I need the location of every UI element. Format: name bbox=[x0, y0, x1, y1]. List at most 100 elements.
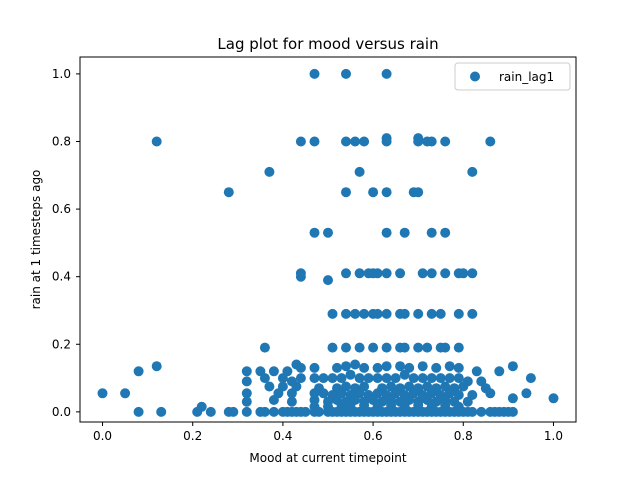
data-point bbox=[476, 406, 487, 417]
data-point bbox=[295, 373, 306, 384]
data-point bbox=[408, 373, 419, 384]
data-point bbox=[286, 388, 297, 399]
data-point bbox=[440, 136, 451, 147]
data-point bbox=[507, 361, 518, 372]
data-point bbox=[341, 68, 351, 79]
data-point bbox=[458, 268, 469, 279]
data-point bbox=[444, 361, 455, 372]
data-point bbox=[327, 308, 338, 319]
data-point bbox=[341, 136, 351, 147]
data-point bbox=[381, 268, 392, 279]
data-point bbox=[359, 308, 370, 319]
data-point bbox=[494, 366, 505, 377]
data-point bbox=[341, 187, 351, 198]
data-point bbox=[399, 342, 410, 353]
data-point bbox=[151, 136, 162, 147]
x-tick-label: 0.0 bbox=[93, 429, 112, 443]
data-point bbox=[354, 373, 365, 384]
legend-marker bbox=[470, 71, 480, 82]
x-tick-label: 0.4 bbox=[273, 429, 292, 443]
x-tick-label: 0.6 bbox=[364, 429, 383, 443]
data-point bbox=[323, 227, 333, 238]
data-point bbox=[350, 136, 361, 147]
data-point bbox=[453, 362, 464, 373]
data-point bbox=[417, 361, 428, 372]
data-point bbox=[381, 136, 392, 147]
data-point bbox=[259, 342, 270, 353]
data-point bbox=[318, 388, 329, 399]
data-point bbox=[359, 362, 370, 373]
data-point bbox=[440, 342, 451, 353]
data-point bbox=[314, 406, 324, 417]
data-point bbox=[223, 187, 234, 198]
data-point bbox=[413, 308, 424, 319]
data-point bbox=[341, 361, 351, 372]
data-point bbox=[467, 406, 478, 417]
axes-frame bbox=[79, 56, 577, 423]
data-point bbox=[354, 268, 365, 279]
data-point bbox=[300, 406, 311, 417]
data-point bbox=[426, 227, 437, 238]
data-point bbox=[205, 406, 216, 417]
data-point bbox=[151, 361, 162, 372]
legend-box bbox=[454, 62, 571, 91]
data-point bbox=[327, 373, 338, 384]
data-point bbox=[241, 376, 252, 387]
data-point bbox=[381, 227, 392, 238]
data-point bbox=[133, 366, 144, 377]
data-point bbox=[120, 388, 131, 399]
data-point bbox=[435, 308, 446, 319]
data-point bbox=[350, 359, 361, 370]
data-point bbox=[507, 406, 518, 417]
data-point bbox=[381, 342, 392, 353]
x-axis-label: Mood at current timepoint bbox=[249, 451, 406, 465]
data-point bbox=[264, 166, 275, 177]
data-point bbox=[327, 342, 338, 353]
data-point bbox=[417, 373, 428, 384]
data-point bbox=[354, 342, 365, 353]
data-point bbox=[426, 268, 437, 279]
data-point bbox=[350, 308, 361, 319]
data-point bbox=[399, 308, 410, 319]
data-point bbox=[453, 342, 464, 353]
data-point bbox=[426, 373, 437, 384]
data-point bbox=[241, 406, 252, 417]
y-tick-label: 1.0 bbox=[52, 67, 71, 81]
data-point bbox=[259, 373, 270, 384]
data-point bbox=[413, 187, 424, 198]
data-point bbox=[295, 136, 306, 147]
data-point bbox=[309, 136, 320, 147]
data-point bbox=[417, 268, 428, 279]
points-layer bbox=[97, 68, 559, 417]
data-point bbox=[467, 308, 478, 319]
data-point bbox=[426, 136, 437, 147]
data-point bbox=[268, 366, 279, 377]
data-point bbox=[453, 373, 464, 384]
data-point bbox=[156, 406, 167, 417]
y-tick-label: 0.4 bbox=[52, 270, 71, 284]
data-point bbox=[268, 395, 279, 405]
data-point bbox=[440, 268, 451, 279]
data-point bbox=[426, 308, 437, 319]
data-point bbox=[286, 396, 297, 407]
data-point bbox=[354, 166, 365, 177]
y-axis-label: rain at 1 timesteps ago bbox=[29, 170, 43, 310]
data-point bbox=[341, 308, 351, 319]
data-point bbox=[395, 361, 406, 372]
data-point bbox=[467, 268, 478, 279]
data-point bbox=[381, 68, 392, 79]
data-point bbox=[521, 388, 532, 399]
data-point bbox=[295, 271, 306, 282]
data-point bbox=[323, 275, 333, 286]
data-point bbox=[485, 136, 496, 147]
data-point bbox=[381, 187, 392, 198]
y-tick-label: 0.0 bbox=[52, 405, 71, 419]
data-point bbox=[525, 373, 536, 384]
data-point bbox=[548, 393, 559, 404]
data-point bbox=[268, 406, 279, 417]
data-point bbox=[471, 366, 482, 377]
data-point bbox=[422, 342, 433, 353]
legend: rain_lag1 bbox=[454, 62, 571, 91]
data-point bbox=[399, 227, 410, 238]
